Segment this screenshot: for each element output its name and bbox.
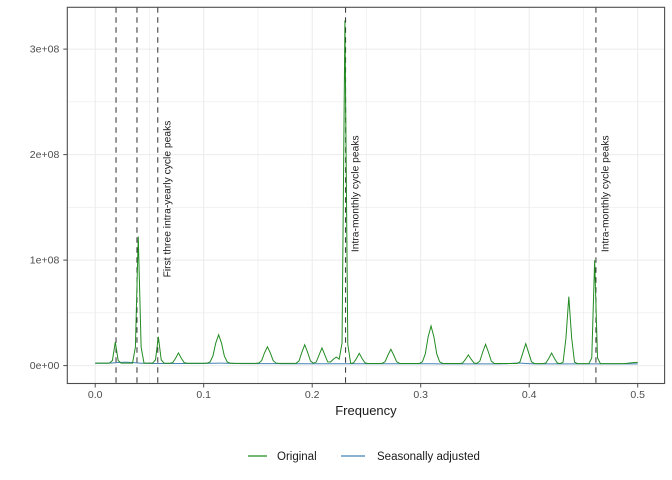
svg-text:0.5: 0.5 xyxy=(630,389,645,401)
svg-text:2e+08: 2e+08 xyxy=(30,149,60,161)
svg-text:0e+00: 0e+00 xyxy=(30,360,60,372)
svg-text:Intra-monthly cycle peaks: Intra-monthly cycle peaks xyxy=(350,135,361,252)
svg-text:1e+08: 1e+08 xyxy=(30,255,60,267)
svg-text:3e+08: 3e+08 xyxy=(30,44,60,56)
svg-text:0.0: 0.0 xyxy=(88,389,103,401)
svg-text:First three intra-yearly cycle: First three intra-yearly cycle peaks xyxy=(162,121,173,278)
svg-text:Intra-monthly cycle peaks: Intra-monthly cycle peaks xyxy=(601,135,612,252)
svg-text:0.4: 0.4 xyxy=(522,389,537,401)
svg-text:0.1: 0.1 xyxy=(196,389,211,401)
svg-text:Original: Original xyxy=(277,451,317,463)
svg-text:0.2: 0.2 xyxy=(305,389,320,401)
svg-text:0.3: 0.3 xyxy=(413,389,428,401)
svg-text:Seasonally adjusted: Seasonally adjusted xyxy=(377,451,480,463)
svg-text:Frequency: Frequency xyxy=(335,403,397,418)
